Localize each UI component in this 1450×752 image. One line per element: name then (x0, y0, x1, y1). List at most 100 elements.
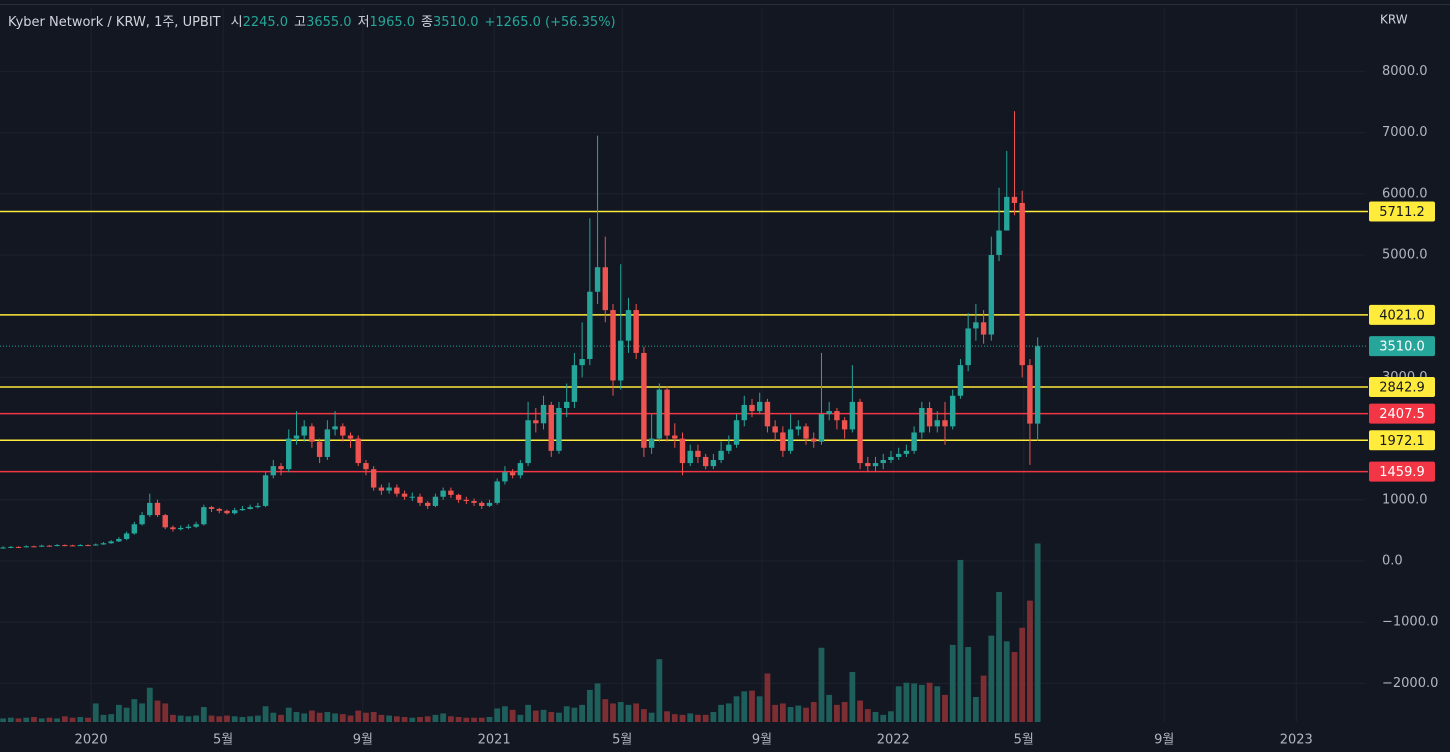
volume-bar (756, 696, 763, 722)
candle-body (448, 490, 454, 495)
candle-body (780, 432, 786, 451)
candle-body (201, 507, 207, 525)
volume-bar (942, 694, 948, 722)
candle-body (872, 463, 879, 467)
candle-body (702, 456, 709, 467)
volume-bar (185, 716, 192, 722)
volume-bar (525, 704, 531, 722)
volume-bar (486, 717, 493, 722)
volume-bar (139, 703, 145, 722)
candle-body (934, 420, 940, 427)
candle-body (895, 453, 902, 457)
volume-bar (316, 712, 323, 722)
volume-bar (949, 644, 956, 722)
candle-body (355, 438, 361, 464)
volume-bar (100, 714, 107, 722)
candle-body (340, 426, 346, 436)
volume-bar (363, 712, 369, 722)
candle-body (911, 432, 917, 451)
volume-bar (92, 703, 99, 722)
volume-bar (15, 718, 22, 722)
level-label-box (1369, 403, 1435, 424)
volume-bar (517, 714, 524, 722)
candle-body (633, 310, 639, 353)
candle-body (100, 543, 107, 545)
x-tick-label: 2020 (75, 733, 108, 748)
candle-body (463, 499, 470, 502)
x-tick-label: 9월 (752, 733, 772, 748)
candle-body (77, 545, 83, 547)
level-label-box (1369, 201, 1435, 222)
volume-bar (903, 682, 910, 722)
volume-bar (1003, 641, 1010, 722)
volume-bar (1019, 627, 1026, 722)
volume-bar (309, 710, 315, 722)
candle-body (255, 505, 261, 508)
candle-body (162, 515, 168, 528)
volume-bar (31, 717, 37, 722)
volume-bar (710, 712, 717, 722)
volume-bar (478, 717, 485, 722)
readout-label: 고 (294, 15, 306, 30)
candle-body (749, 404, 755, 412)
x-tick-label: 2021 (478, 733, 511, 748)
candles (0, 111, 1041, 549)
y-tick-label: −1000.0 (1382, 615, 1438, 630)
candle-body (919, 407, 925, 433)
volume-bar (193, 715, 199, 722)
y-tick-label: 1000.0 (1382, 492, 1428, 507)
candle-body (455, 494, 462, 500)
candle-body (123, 533, 130, 539)
candle-body (0, 547, 6, 549)
volume-bar (741, 691, 748, 722)
volume-bar (849, 672, 856, 722)
candle-body (509, 472, 516, 476)
candle-body (31, 546, 37, 548)
volume-bar (69, 717, 76, 722)
candle-body (502, 472, 508, 482)
candle-body (818, 414, 825, 442)
level-label-box (1369, 304, 1435, 325)
candle-body (679, 438, 686, 464)
volume-bar (270, 712, 277, 722)
volume-bar (239, 717, 246, 722)
volume-bar (285, 707, 292, 722)
candle-body (224, 510, 230, 514)
volume-bar (934, 686, 941, 722)
candle-body (618, 340, 624, 381)
volume-bar (988, 635, 995, 722)
candle-body (425, 502, 431, 506)
x-tick-label: 9월 (353, 733, 373, 748)
volume-bar (386, 715, 393, 722)
level-label-box (1369, 430, 1435, 451)
volume-bar (625, 704, 632, 722)
candle-body (46, 545, 53, 547)
volume-bar (370, 712, 377, 722)
volume-bar (972, 697, 979, 722)
volume-bar (162, 703, 169, 722)
volume-bar (77, 717, 84, 722)
candle-body (247, 507, 253, 509)
volume-bar (957, 559, 964, 722)
volume-bar (563, 706, 570, 722)
volume-bar (980, 675, 987, 722)
volume-bar (85, 717, 91, 722)
volume-bar (996, 592, 1002, 722)
volume-bar (841, 702, 848, 722)
candle-body (131, 524, 138, 534)
candle-body (563, 401, 570, 408)
candle-body (69, 545, 76, 547)
candle-body (841, 420, 848, 430)
candle-body (525, 420, 531, 464)
volume-bar (633, 703, 640, 722)
candle-body (533, 420, 539, 424)
volume-bar (648, 712, 655, 722)
candle-body (888, 456, 894, 461)
volume-bar (579, 704, 586, 722)
candle-body (772, 426, 778, 433)
last-price-box (1369, 336, 1435, 357)
candle-body (1027, 365, 1033, 424)
volume-bar (417, 717, 423, 722)
volume-bar (154, 700, 161, 722)
